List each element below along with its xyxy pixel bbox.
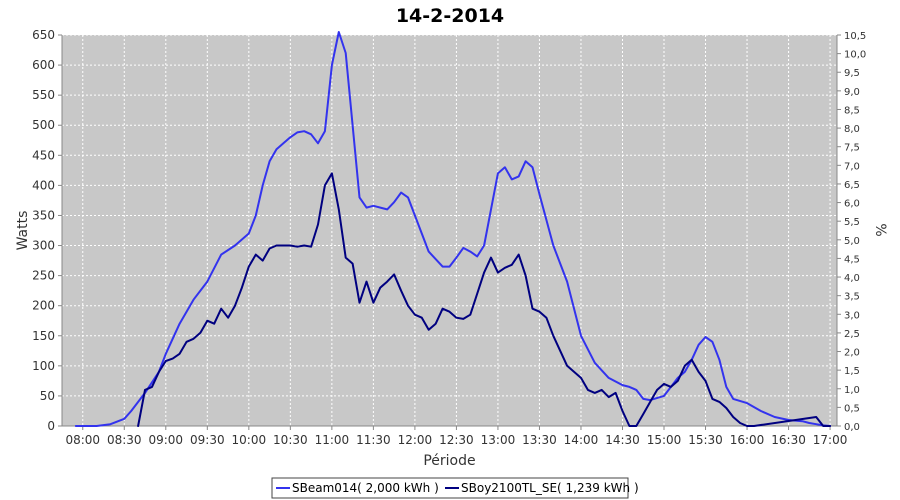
y2-tick-label: 1,5 bbox=[844, 366, 860, 377]
x-tick-label: 12:30 bbox=[439, 433, 474, 447]
y2-tick-label: 7,5 bbox=[844, 143, 860, 154]
y-tick-label: 600 bbox=[32, 58, 55, 72]
x-tick-label: 11:30 bbox=[356, 433, 391, 447]
y2-tick-label: 10,5 bbox=[844, 31, 866, 42]
x-tick-label: 17:00 bbox=[813, 433, 848, 447]
y2-axis-label: % bbox=[872, 223, 888, 236]
x-tick-label: 13:00 bbox=[481, 433, 516, 447]
x-tick-label: 16:00 bbox=[730, 433, 765, 447]
y2-tick-label: 6,5 bbox=[844, 180, 860, 191]
x-tick-label: 16:30 bbox=[771, 433, 806, 447]
y-tick-label: 200 bbox=[32, 299, 55, 313]
y-tick-label: 350 bbox=[32, 208, 55, 222]
series-line-2 bbox=[137, 172, 832, 427]
grid bbox=[62, 34, 837, 427]
y2-tick-label: 4,0 bbox=[844, 273, 860, 284]
y-tick-label: 0 bbox=[47, 419, 55, 433]
x-tick-label: 09:30 bbox=[190, 433, 225, 447]
legend: SBeam014( 2,000 kWh ) SBoy2100TL_SE( 1,23… bbox=[271, 477, 639, 499]
x-tick-label: 10:00 bbox=[232, 433, 267, 447]
x-tick-label: 15:30 bbox=[688, 433, 723, 447]
y2-tick-label: 1,0 bbox=[844, 385, 860, 396]
y-tick-label: 100 bbox=[32, 359, 55, 373]
y2-tick-label: 3,0 bbox=[844, 310, 860, 321]
y2-tick-label: 2,0 bbox=[844, 348, 860, 359]
y2-tick-label: 7,0 bbox=[844, 161, 860, 172]
y-tick-label: 500 bbox=[32, 118, 55, 132]
x-tick-label: 10:30 bbox=[273, 433, 308, 447]
y-tick-label: 400 bbox=[32, 178, 55, 192]
axes: 08:00 08:30 09:00 09:30 10:00 10:30 11:00 11:30… bbox=[32, 28, 866, 447]
y-tick-label: 450 bbox=[32, 148, 55, 162]
y-tick-label: 250 bbox=[32, 269, 55, 283]
y2-tick-label: 9,0 bbox=[844, 87, 860, 98]
y2-tick-label: 4,5 bbox=[844, 254, 860, 265]
y2-tick-label: 3,5 bbox=[844, 292, 860, 303]
x-tick-label: 08:30 bbox=[107, 433, 142, 447]
y2-tick-label: 5,5 bbox=[844, 217, 860, 228]
x-tick-label: 09:00 bbox=[148, 433, 183, 447]
y2-tick-label: 2,5 bbox=[844, 329, 860, 340]
legend-label-1: SBeam014( 2,000 kWh ) bbox=[292, 481, 439, 495]
x-tick-label: 11:00 bbox=[315, 433, 350, 447]
y-tick-label: 550 bbox=[32, 88, 55, 102]
y2-tick-label: 8,0 bbox=[844, 124, 860, 135]
y-tick-label: 50 bbox=[40, 389, 55, 403]
plot-area bbox=[62, 35, 837, 426]
y-tick-label: 150 bbox=[32, 329, 55, 343]
x-tick-label: 13:30 bbox=[522, 433, 557, 447]
y2-tick-label: 6,0 bbox=[844, 199, 860, 210]
x-tick-label: 08:00 bbox=[65, 433, 100, 447]
y2-tick-label: 0,0 bbox=[844, 422, 860, 433]
series-line-1 bbox=[74, 31, 832, 427]
y-axis-label: Watts bbox=[15, 211, 31, 251]
x-tick-label: 15:00 bbox=[647, 433, 682, 447]
y2-tick-label: 8,5 bbox=[844, 105, 860, 116]
y-tick-label: 650 bbox=[32, 28, 55, 42]
x-tick-label: 14:30 bbox=[605, 433, 640, 447]
x-tick-label: 14:00 bbox=[564, 433, 599, 447]
y2-tick-label: 9,5 bbox=[844, 68, 860, 79]
y2-tick-label: 5,0 bbox=[844, 236, 860, 247]
x-tick-label: 12:00 bbox=[398, 433, 433, 447]
y2-tick-label: 10,0 bbox=[844, 50, 866, 61]
y-tick-label: 300 bbox=[32, 239, 55, 253]
y2-tick-label: 0,5 bbox=[844, 403, 860, 414]
x-axis-label: Période bbox=[423, 453, 475, 469]
legend-label-2: SBoy2100TL_SE( 1,239 kWh ) bbox=[461, 481, 639, 495]
chart-title: 14-2-2014 bbox=[396, 5, 504, 27]
series-layer bbox=[74, 31, 832, 427]
